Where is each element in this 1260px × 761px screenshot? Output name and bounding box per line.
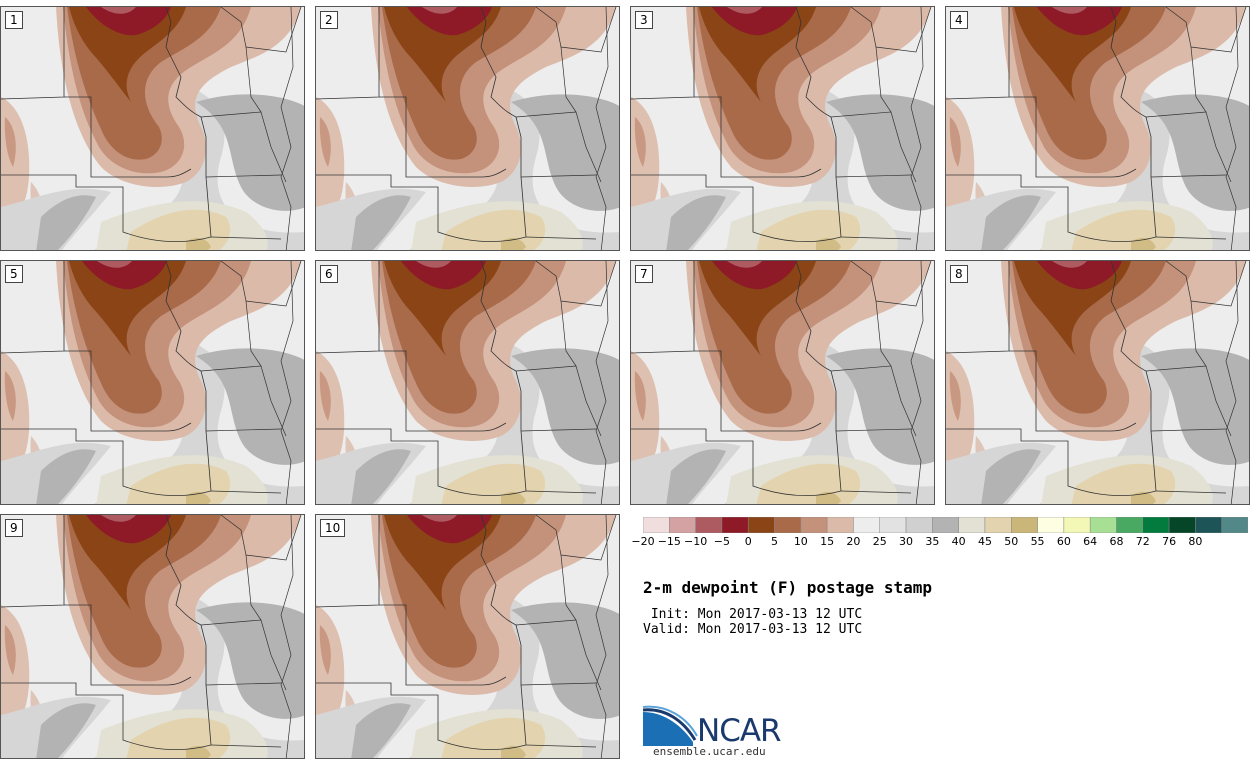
postage-stamp-panel: 4 xyxy=(945,6,1250,251)
dewpoint-field-map xyxy=(946,7,1249,250)
postage-stamp-panel: 2 xyxy=(315,6,620,251)
site-url: ensemble.ucar.edu xyxy=(653,745,766,758)
postage-stamp-panel: 8 xyxy=(945,260,1250,505)
colorbar-swatch xyxy=(1195,517,1222,533)
colorbar-tick-label: −20 xyxy=(631,535,655,548)
colorbar-swatch xyxy=(643,517,670,533)
colorbar-swatch xyxy=(826,517,854,533)
colorbar-swatch xyxy=(879,517,907,533)
colorbar-swatch xyxy=(695,517,723,533)
colorbar-tick-label: 40 xyxy=(951,535,966,548)
colorbar-swatch xyxy=(1063,517,1091,533)
member-label: 9 xyxy=(5,519,23,537)
colorbar-swatch xyxy=(1168,517,1196,533)
ncar-logo-icon xyxy=(643,705,698,746)
colorbar-swatch xyxy=(932,517,959,533)
postage-stamp-panel: 5 xyxy=(0,260,305,505)
dewpoint-field-map xyxy=(631,7,934,250)
colorbar-tick-label: 76 xyxy=(1162,535,1177,548)
colorbar-tick-label: 0 xyxy=(744,535,752,548)
colorbar-swatch xyxy=(1142,517,1170,533)
colorbar-tick-label: 30 xyxy=(899,535,914,548)
colorbar-tick-label: −10 xyxy=(683,535,708,548)
dewpoint-field-map xyxy=(316,515,619,758)
postage-stamp-panel: 6 xyxy=(315,260,620,505)
colorbar-swatch xyxy=(905,517,933,533)
colorbar-swatch xyxy=(774,517,802,533)
member-label: 1 xyxy=(5,11,23,29)
colorbar-tick-label: 25 xyxy=(872,535,887,548)
colorbar-swatch xyxy=(721,517,749,533)
colorbar-tick-label: 35 xyxy=(925,535,940,548)
dewpoint-field-map xyxy=(1,7,304,250)
colorbar-swatch xyxy=(1116,517,1144,533)
member-label: 6 xyxy=(320,265,338,283)
colorbar-tick-label: 60 xyxy=(1056,535,1071,548)
dewpoint-colorbar xyxy=(643,517,1248,533)
postage-stamp-panel: 7 xyxy=(630,260,935,505)
colorbar-swatch xyxy=(1037,517,1065,533)
dewpoint-field-map xyxy=(946,261,1249,504)
dewpoint-field-map xyxy=(631,261,934,504)
dewpoint-field-map xyxy=(1,515,304,758)
init-time: Init: Mon 2017-03-13 12 UTC xyxy=(643,607,863,622)
member-label: 7 xyxy=(635,265,653,283)
postage-stamp-panel: 1 xyxy=(0,6,305,251)
colorbar-tick-label: 10 xyxy=(793,535,808,548)
colorbar-tick-label: 15 xyxy=(820,535,835,548)
colorbar-tick-label: 50 xyxy=(1004,535,1019,548)
colorbar-tick-label: 5 xyxy=(771,535,779,548)
chart-title: 2-m dewpoint (F) postage stamp xyxy=(643,578,932,597)
colorbar-tick-label: 45 xyxy=(977,535,992,548)
colorbar-swatch xyxy=(1089,517,1117,533)
member-label: 4 xyxy=(950,11,968,29)
colorbar-swatch xyxy=(800,517,828,533)
colorbar-tick-label: 55 xyxy=(1030,535,1045,548)
colorbar-tick-label: −5 xyxy=(713,535,731,548)
colorbar-swatch xyxy=(958,517,986,533)
colorbar-tick-label: 20 xyxy=(846,535,861,548)
colorbar-tick-label: −15 xyxy=(657,535,681,548)
colorbar-swatch xyxy=(853,517,880,533)
postage-stamp-panel: 3 xyxy=(630,6,935,251)
colorbar-tick-label: 68 xyxy=(1109,535,1124,548)
colorbar-swatch xyxy=(669,517,696,533)
member-label: 3 xyxy=(635,11,653,29)
colorbar-swatch xyxy=(1221,517,1248,533)
colorbar-tick-label: 72 xyxy=(1135,535,1150,548)
colorbar-tick-label: 64 xyxy=(1083,535,1098,548)
member-label: 8 xyxy=(950,265,968,283)
valid-time: Valid: Mon 2017-03-13 12 UTC xyxy=(643,622,863,637)
dewpoint-field-map xyxy=(316,261,619,504)
dewpoint-field-map xyxy=(316,7,619,250)
colorbar-swatch xyxy=(747,517,775,533)
colorbar-tick-label: 80 xyxy=(1188,535,1203,548)
postage-stamp-panel: 9 xyxy=(0,514,305,759)
colorbar-swatch xyxy=(984,517,1012,533)
postage-stamp-panel: 10 xyxy=(315,514,620,759)
colorbar-swatch xyxy=(1011,517,1038,533)
member-label: 2 xyxy=(320,11,338,29)
member-label: 5 xyxy=(5,265,23,283)
dewpoint-field-map xyxy=(1,261,304,504)
member-label: 10 xyxy=(320,519,346,537)
ncar-logo-text: NCAR xyxy=(697,713,782,749)
